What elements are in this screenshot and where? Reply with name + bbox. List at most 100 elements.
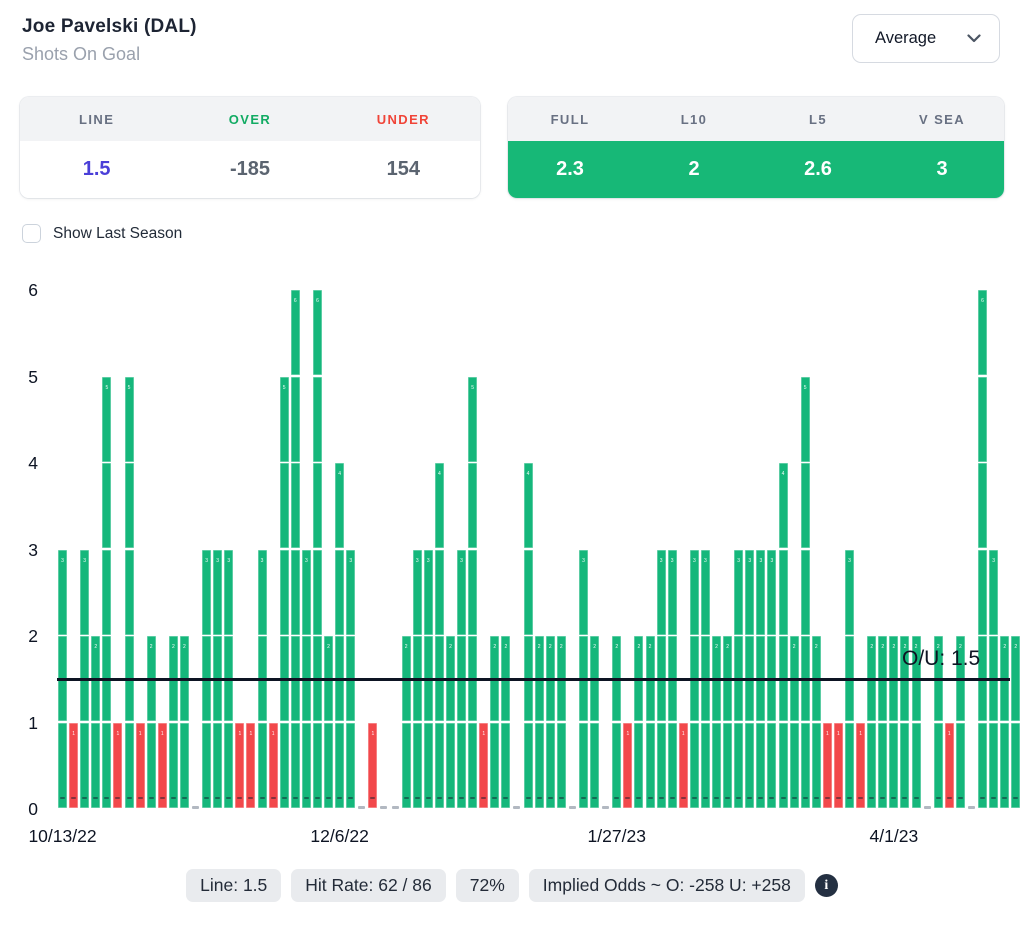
game-bar[interactable]: 5: [468, 376, 478, 810]
game-bar[interactable]: 5: [124, 376, 134, 810]
average-dropdown[interactable]: Average: [852, 14, 1000, 63]
game-bar[interactable]: 2: [545, 636, 555, 809]
bar-unit-segment: [656, 636, 666, 722]
game-bar[interactable]: 5: [800, 376, 810, 810]
zero-game-dash[interactable]: [568, 806, 576, 809]
game-bar[interactable]: 3: [58, 549, 67, 810]
game-bar[interactable]: 3: [700, 549, 710, 810]
game-bar[interactable]: 2: [534, 636, 544, 809]
show-last-season-checkbox[interactable]: [22, 224, 41, 243]
game-bar[interactable]: 3: [213, 549, 223, 810]
bar-matchup-mark: [813, 797, 819, 799]
game-bar[interactable]: 2: [634, 636, 644, 809]
x-axis-date-tick: 4/1/23: [869, 826, 919, 846]
game-bar[interactable]: 2: [878, 636, 888, 809]
game-bar[interactable]: 4: [523, 463, 533, 809]
game-bar[interactable]: 6: [290, 290, 300, 809]
game-bar[interactable]: 2: [501, 636, 511, 809]
game-bar[interactable]: 2: [723, 636, 733, 809]
game-bar[interactable]: 4: [335, 463, 345, 809]
game-bar[interactable]: 2: [900, 636, 910, 809]
game-bar[interactable]: 1: [113, 722, 123, 810]
game-bar[interactable]: 2: [1000, 636, 1010, 809]
game-bar[interactable]: 2: [556, 636, 566, 809]
game-bar[interactable]: 2: [490, 636, 500, 809]
game-bar[interactable]: 3: [346, 549, 356, 810]
game-bar[interactable]: 3: [767, 549, 777, 810]
game-bar[interactable]: 3: [301, 549, 311, 810]
game-bar[interactable]: 3: [667, 549, 677, 810]
game-bar[interactable]: 5: [279, 376, 289, 810]
game-bar[interactable]: 1: [944, 722, 954, 810]
bar-unit-segment: [102, 463, 112, 549]
game-bar[interactable]: 5: [102, 376, 112, 810]
game-bar[interactable]: 2: [590, 636, 600, 809]
zero-game-dash[interactable]: [391, 806, 399, 809]
game-bar[interactable]: 2: [889, 636, 899, 809]
game-bar[interactable]: 2: [401, 636, 411, 809]
game-bar[interactable]: 3: [412, 549, 422, 810]
game-bar[interactable]: 6: [978, 290, 988, 809]
game-bar[interactable]: 1: [479, 722, 489, 810]
game-bar[interactable]: 2: [146, 636, 156, 809]
game-bar[interactable]: 3: [734, 549, 744, 810]
game-bar[interactable]: 1: [833, 722, 843, 810]
game-bar[interactable]: 1: [678, 722, 688, 810]
game-bar[interactable]: 3: [80, 549, 90, 810]
bar-value-label: 2: [936, 644, 940, 650]
game-bar[interactable]: 1: [822, 722, 832, 810]
bar-value-label: 3: [260, 557, 264, 564]
game-bar[interactable]: 1: [268, 722, 278, 810]
game-bar[interactable]: 2: [867, 636, 877, 809]
game-bar[interactable]: 3: [224, 549, 234, 810]
game-bar[interactable]: 2: [1011, 636, 1021, 809]
zero-game-dash[interactable]: [380, 806, 388, 809]
game-bar[interactable]: 2: [91, 636, 101, 809]
game-bar[interactable]: 3: [257, 549, 267, 810]
game-bar[interactable]: 2: [933, 636, 943, 809]
bar-unit-segment: [501, 722, 511, 808]
game-bar[interactable]: 1: [235, 722, 245, 810]
bar-unit-segment: [978, 290, 988, 376]
zero-game-dash[interactable]: [967, 806, 975, 809]
game-bar[interactable]: 3: [457, 549, 467, 810]
game-bar[interactable]: 3: [989, 549, 999, 810]
game-bar[interactable]: 3: [578, 549, 588, 810]
zero-game-dash[interactable]: [602, 806, 610, 809]
game-bar[interactable]: 1: [69, 722, 79, 810]
game-bar[interactable]: 1: [135, 722, 145, 810]
avg-value-full: 2.3: [556, 158, 584, 180]
game-bar[interactable]: 2: [811, 636, 821, 809]
game-bar[interactable]: 1: [157, 722, 167, 810]
game-bar[interactable]: 2: [445, 636, 455, 809]
game-bar[interactable]: 3: [745, 549, 755, 810]
game-bar[interactable]: 2: [324, 636, 334, 809]
zero-game-dash[interactable]: [513, 806, 521, 809]
zero-game-dash[interactable]: [192, 806, 200, 809]
game-bar[interactable]: 1: [246, 722, 256, 810]
zero-game-dash[interactable]: [358, 806, 366, 809]
game-bar[interactable]: 2: [789, 636, 799, 809]
game-bar[interactable]: 3: [656, 549, 666, 810]
game-bar[interactable]: 3: [202, 549, 212, 810]
game-bar[interactable]: 4: [434, 463, 444, 809]
zero-game-dash[interactable]: [923, 806, 931, 809]
game-bar[interactable]: 4: [778, 463, 788, 809]
game-bar[interactable]: 1: [623, 722, 633, 810]
game-bar[interactable]: 2: [911, 636, 921, 809]
game-bar[interactable]: 6: [312, 290, 322, 809]
game-bar[interactable]: 2: [179, 636, 189, 809]
game-bar[interactable]: 1: [856, 722, 866, 810]
game-bar[interactable]: 2: [645, 636, 655, 809]
game-bar[interactable]: 3: [689, 549, 699, 810]
game-bar[interactable]: 2: [712, 636, 721, 809]
game-bar[interactable]: 2: [955, 636, 965, 809]
game-bar[interactable]: 3: [756, 549, 766, 810]
bar-value-label: 6: [981, 298, 984, 304]
game-bar[interactable]: 1: [368, 722, 378, 810]
game-bar[interactable]: 2: [168, 636, 178, 809]
game-bar[interactable]: 3: [845, 549, 855, 810]
game-bar[interactable]: 2: [612, 636, 622, 809]
game-bar[interactable]: 3: [423, 549, 433, 810]
info-icon[interactable]: i: [814, 874, 838, 897]
